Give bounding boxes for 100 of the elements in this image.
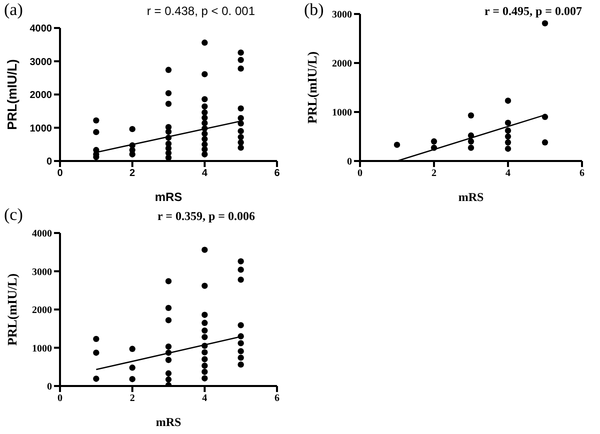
y-tick-label: 3000 (32, 266, 52, 278)
point (202, 120, 208, 126)
point (165, 356, 172, 364)
y-tick-label: 0 (347, 156, 352, 168)
point (504, 146, 512, 152)
point (202, 130, 208, 137)
point (468, 138, 474, 144)
y-tick-label: 2000 (332, 58, 352, 70)
y-axis-title: PRL(mIU/L) (4, 273, 20, 346)
point (238, 354, 244, 361)
point (165, 134, 172, 141)
point (202, 334, 208, 340)
point (504, 133, 512, 140)
point (542, 20, 548, 26)
y-axis-title: PRL(mIU/L) (304, 51, 320, 124)
x-tick-label: 0 (358, 168, 362, 180)
point (165, 304, 172, 312)
point (202, 40, 208, 46)
text: (b) (304, 0, 324, 20)
chart-title: r = 0.359, p = 0.006 (158, 209, 255, 224)
x-axis-title: mRS (154, 190, 182, 204)
x-tick-label: 2 (130, 168, 136, 180)
point (129, 364, 136, 371)
y-tick-label: 1000 (30, 123, 52, 134)
point (165, 350, 172, 356)
point (202, 103, 208, 110)
point (504, 139, 512, 146)
point (238, 258, 244, 264)
y-tick-label: 3000 (30, 56, 52, 68)
point (165, 154, 172, 161)
x-axis-title: mRS (458, 190, 484, 204)
y-tick-label: 1000 (32, 343, 52, 354)
point (202, 114, 208, 121)
point (238, 322, 244, 328)
point (542, 114, 548, 120)
y-tick-label: 0 (47, 382, 52, 393)
point (468, 112, 474, 119)
y-tick-label: 2000 (30, 90, 52, 102)
y-tick-label: 2000 (32, 305, 52, 316)
x-tick-label: 2 (130, 393, 135, 404)
point (202, 136, 208, 142)
point (238, 134, 244, 140)
point (202, 109, 208, 116)
point (468, 132, 474, 139)
point (202, 282, 208, 289)
x-tick-label: 4 (506, 168, 510, 180)
x-axis-title: mRS (156, 415, 182, 429)
point (93, 336, 100, 342)
point (93, 376, 100, 382)
point (93, 128, 100, 136)
point (202, 312, 208, 318)
point (238, 50, 244, 56)
point (238, 56, 244, 64)
point (238, 348, 244, 354)
y-tick-label: 3000 (332, 10, 352, 21)
point (202, 349, 208, 356)
y-axis-title: PRL(mIU/L) (4, 59, 20, 130)
point (129, 376, 136, 382)
point (202, 327, 208, 334)
chart-title: r = 0.495, p = 0.007 (484, 4, 582, 19)
point (542, 139, 548, 146)
y-tick-label: 4000 (30, 24, 52, 35)
point (202, 125, 208, 132)
point (394, 142, 400, 148)
point (165, 66, 172, 73)
point (202, 96, 208, 102)
point (238, 361, 244, 368)
x-tick-label: 0 (57, 168, 64, 180)
point (165, 376, 172, 383)
point (165, 317, 172, 324)
text: (a) (4, 0, 23, 20)
point (238, 120, 244, 127)
point (504, 98, 512, 104)
x-tick-label: 6 (580, 168, 584, 180)
point (165, 344, 172, 350)
point (202, 356, 208, 362)
point (430, 144, 438, 151)
point (202, 375, 208, 382)
point (504, 120, 512, 126)
point (129, 126, 136, 132)
point (430, 138, 438, 144)
point (202, 151, 208, 158)
x-tick-label: 0 (58, 393, 62, 404)
chart-title: r = 0.438, p < 0. 001 (146, 4, 255, 18)
x-tick-label: 6 (274, 168, 280, 180)
point (238, 144, 244, 151)
y-tick-label: 0 (46, 156, 52, 168)
point (129, 346, 136, 352)
point (238, 65, 244, 72)
point (238, 340, 244, 346)
point (165, 100, 172, 107)
point (202, 246, 208, 253)
point (238, 333, 244, 340)
point (165, 278, 172, 284)
x-tick-label: 6 (274, 393, 280, 404)
text: (c) (4, 205, 23, 225)
point (238, 266, 244, 273)
x-tick-label: 4 (202, 168, 208, 180)
y-tick-label: 4000 (32, 228, 52, 240)
point (165, 128, 172, 135)
